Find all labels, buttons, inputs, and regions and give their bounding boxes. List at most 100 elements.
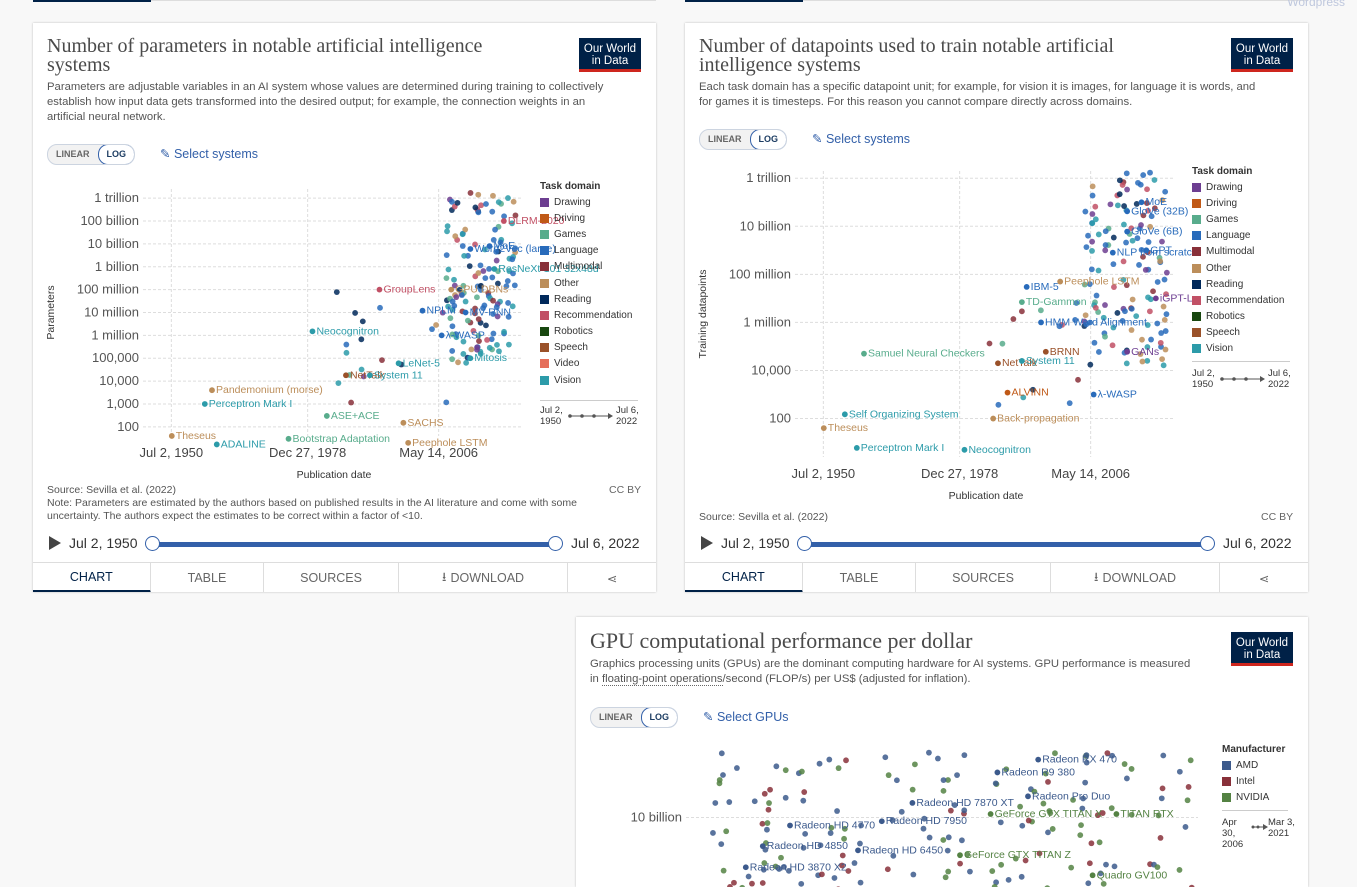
- data-point: [1104, 750, 1111, 757]
- legend-item-vision[interactable]: Vision: [1192, 341, 1284, 357]
- timeline-end-handle[interactable]: [1200, 536, 1215, 551]
- manufacturer-legend[interactable]: Manufacturer AMD Intel NVIDIA: [1222, 744, 1285, 806]
- select-systems-link[interactable]: ✎ Select systems: [160, 146, 258, 161]
- note-text: Note: Parameters are estimated by the au…: [47, 497, 577, 522]
- legend-item-drawing[interactable]: Drawing: [1192, 179, 1284, 195]
- legend-item-drawing[interactable]: Drawing: [540, 194, 632, 210]
- legend-item-amd[interactable]: AMD: [1222, 757, 1285, 773]
- data-point: [1155, 812, 1162, 819]
- log-scale-button[interactable]: LOG: [749, 130, 786, 149]
- source-note: Source: Sevilla et al. (2022) Note: Para…: [47, 484, 602, 523]
- data-point: [1144, 344, 1151, 350]
- owid-logo[interactable]: Our World in Data: [1231, 632, 1293, 666]
- tab-chart[interactable]: CHART: [685, 563, 803, 592]
- tab-table[interactable]: TABLE: [151, 563, 265, 592]
- legend-label: Recommendation: [1206, 294, 1285, 306]
- legend-item-driving[interactable]: Driving: [1192, 195, 1284, 211]
- scale-toggle[interactable]: LINEAR LOG: [590, 707, 678, 728]
- point-label-td-gammon: TD-Gammon: [1026, 296, 1087, 308]
- legend-item-video[interactable]: Video: [540, 356, 632, 372]
- data-point: [726, 799, 733, 805]
- data-point: [1176, 768, 1183, 775]
- legend-item-reading[interactable]: Reading: [1192, 276, 1284, 292]
- timeline-track[interactable]: [153, 542, 555, 547]
- data-point: [379, 357, 385, 364]
- data-point: [1109, 752, 1116, 759]
- scale-toggle[interactable]: LINEAR LOG: [47, 144, 135, 165]
- legend-item-multimodal[interactable]: Multimodal: [1192, 244, 1284, 260]
- data-point-nettalk: [995, 360, 1001, 367]
- legend-item-robotics[interactable]: Robotics: [1192, 309, 1284, 325]
- data-point: [472, 310, 478, 317]
- legend-item-recommendation[interactable]: Recommendation: [1192, 292, 1284, 308]
- tab-table[interactable]: TABLE: [803, 563, 917, 592]
- play-icon[interactable]: [701, 536, 713, 550]
- share-button[interactable]: ⋖: [568, 563, 656, 592]
- data-point: [1085, 232, 1091, 239]
- tab-sources[interactable]: SOURCES: [916, 563, 1051, 592]
- data-point: [1042, 770, 1049, 777]
- data-point: [801, 789, 808, 795]
- flop-link[interactable]: floating-point operations: [601, 673, 723, 686]
- tab-download[interactable]: ⭳ DOWNLOAD: [399, 563, 569, 592]
- data-point: [957, 860, 963, 867]
- legend-item-reading[interactable]: Reading: [540, 291, 632, 307]
- legend-item-intel[interactable]: Intel: [1222, 773, 1285, 789]
- owid-logo[interactable]: Our World in Data: [1231, 38, 1293, 72]
- point-label-radeon-hd-6450: Radeon HD 6450: [862, 844, 943, 856]
- timeline-track[interactable]: [805, 542, 1207, 547]
- timeline-end-handle[interactable]: [548, 536, 563, 551]
- legend-item-speech[interactable]: Speech: [540, 340, 632, 356]
- share-button[interactable]: ⋖: [1220, 563, 1308, 592]
- scale-toggle[interactable]: LINEAR LOG: [699, 129, 787, 150]
- data-point: [1139, 336, 1145, 343]
- data-point: [1121, 761, 1128, 767]
- timeline-start-handle[interactable]: [145, 536, 160, 551]
- legend-item-other[interactable]: Other: [1192, 260, 1284, 276]
- data-point: [474, 346, 480, 353]
- legend-item-language[interactable]: Language: [540, 243, 632, 259]
- parameters-scatter-plot[interactable]: 100 1,000 10,000 100,000 1 million 10 million…: [33, 171, 599, 481]
- task-domain-legend[interactable]: Task domain Drawing Driving Games Language M…: [540, 181, 632, 388]
- data-point: [494, 313, 501, 320]
- timeline[interactable]: Jul 2, 1950 Jul 6, 2022: [699, 534, 1299, 554]
- datapoints-scatter-plot[interactable]: 100 10,000 1 million 100 million 10 billion 1…: [685, 157, 1198, 502]
- data-point: [718, 750, 725, 757]
- timeline-start-handle[interactable]: [797, 536, 812, 551]
- tab-sources[interactable]: SOURCES: [264, 563, 399, 592]
- owid-logo[interactable]: Our World in Data: [579, 38, 641, 72]
- select-systems-link[interactable]: ✎ Select systems: [812, 131, 910, 146]
- data-point-glove-32b: [1124, 208, 1131, 215]
- log-scale-button[interactable]: LOG: [640, 708, 677, 727]
- log-scale-button[interactable]: LOG: [97, 145, 134, 164]
- legend-item-driving[interactable]: Driving: [540, 210, 632, 226]
- legend-item-recommendation[interactable]: Recommendation: [540, 307, 632, 323]
- legend-item-multimodal[interactable]: Multimodal: [540, 259, 632, 275]
- legend-item-other[interactable]: Other: [540, 275, 632, 291]
- timeline[interactable]: Jul 2, 1950 Jul 6, 2022: [47, 534, 647, 554]
- linear-scale-button[interactable]: LINEAR: [599, 712, 633, 722]
- tab-chart[interactable]: CHART: [33, 563, 151, 592]
- play-icon[interactable]: [49, 536, 61, 550]
- data-point: [445, 266, 452, 273]
- data-point-radeon-hd-7950: [878, 818, 885, 825]
- legend-item-games[interactable]: Games: [540, 226, 632, 242]
- legend-item-nvidia[interactable]: NVIDIA: [1222, 789, 1285, 805]
- data-point-glove-6b: [1124, 228, 1131, 235]
- task-domain-legend[interactable]: Task domain Drawing Driving Games Language M…: [1192, 166, 1284, 357]
- point-label-nettalk: NetTalk: [1002, 357, 1038, 369]
- legend-item-speech[interactable]: Speech: [1192, 325, 1284, 341]
- legend-item-robotics[interactable]: Robotics: [540, 324, 632, 340]
- legend-swatch: [1192, 328, 1201, 338]
- data-point: [1158, 330, 1165, 336]
- linear-scale-button[interactable]: LINEAR: [56, 149, 90, 159]
- x-tick-label: May 14, 2006: [1051, 466, 1130, 481]
- legend-item-games[interactable]: Games: [1192, 211, 1284, 227]
- time-legend-end: Mar 3, 2021: [1268, 817, 1295, 839]
- legend-item-language[interactable]: Language: [1192, 228, 1284, 244]
- tab-download[interactable]: ⭳ DOWNLOAD: [1051, 563, 1221, 592]
- linear-scale-button[interactable]: LINEAR: [708, 134, 742, 144]
- legend-item-vision[interactable]: Vision: [540, 372, 632, 388]
- select-gpus-link[interactable]: ✎ Select GPUs: [703, 709, 789, 724]
